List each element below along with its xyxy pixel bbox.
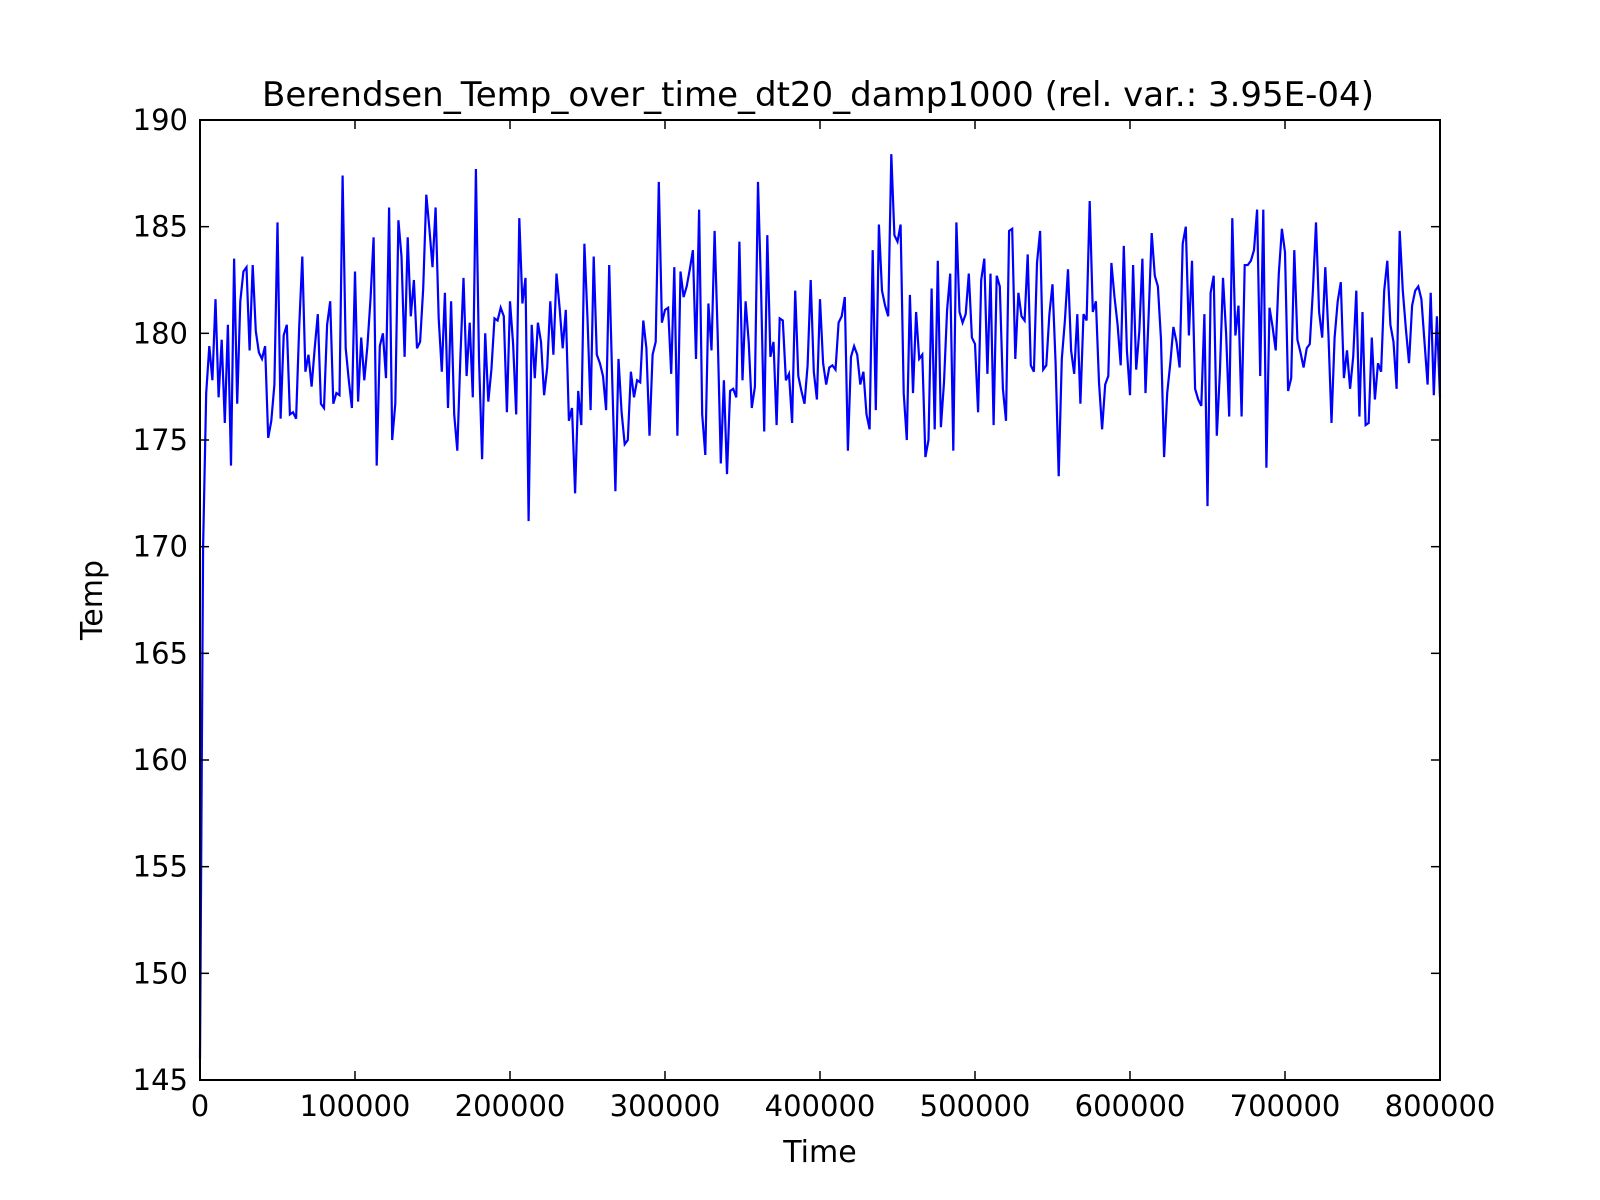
- y-tick-label: 150: [133, 956, 188, 990]
- x-tick-label: 700000: [1230, 1089, 1341, 1123]
- x-tick-label: 400000: [765, 1089, 876, 1123]
- y-tick-label: 145: [133, 1063, 188, 1097]
- x-axis-label: Time: [782, 1135, 856, 1170]
- y-tick-label: 155: [133, 850, 188, 884]
- y-tick-label: 180: [133, 316, 188, 350]
- x-tick-label: 800000: [1385, 1089, 1496, 1123]
- y-axis-ticks: 145 150 155 160 165 170 175 180 185 190: [133, 103, 1440, 1097]
- chart-title: Berendsen_Temp_over_time_dt20_damp1000 (…: [262, 75, 1374, 115]
- y-tick-label: 160: [133, 743, 188, 777]
- x-tick-label: 200000: [455, 1089, 566, 1123]
- y-axis-label: Temp: [75, 560, 110, 641]
- y-tick-label: 190: [133, 103, 188, 137]
- y-tick-label: 165: [133, 636, 188, 670]
- x-tick-label: 500000: [920, 1089, 1031, 1123]
- x-tick-label: 0: [191, 1089, 209, 1123]
- line-series: [198, 154, 1442, 1059]
- plot-frame: [199, 119, 1441, 1081]
- x-tick-label: 300000: [610, 1089, 721, 1123]
- x-axis-ticks: 0 100000 200000 300000 400000 500000 600000 700…: [191, 120, 1496, 1123]
- temp-series-line: [198, 154, 1442, 1059]
- y-tick-label: 185: [133, 210, 188, 244]
- x-tick-label: 100000: [300, 1089, 411, 1123]
- y-tick-label: 175: [133, 423, 188, 457]
- y-tick-label: 170: [133, 530, 188, 564]
- x-tick-label: 600000: [1075, 1089, 1186, 1123]
